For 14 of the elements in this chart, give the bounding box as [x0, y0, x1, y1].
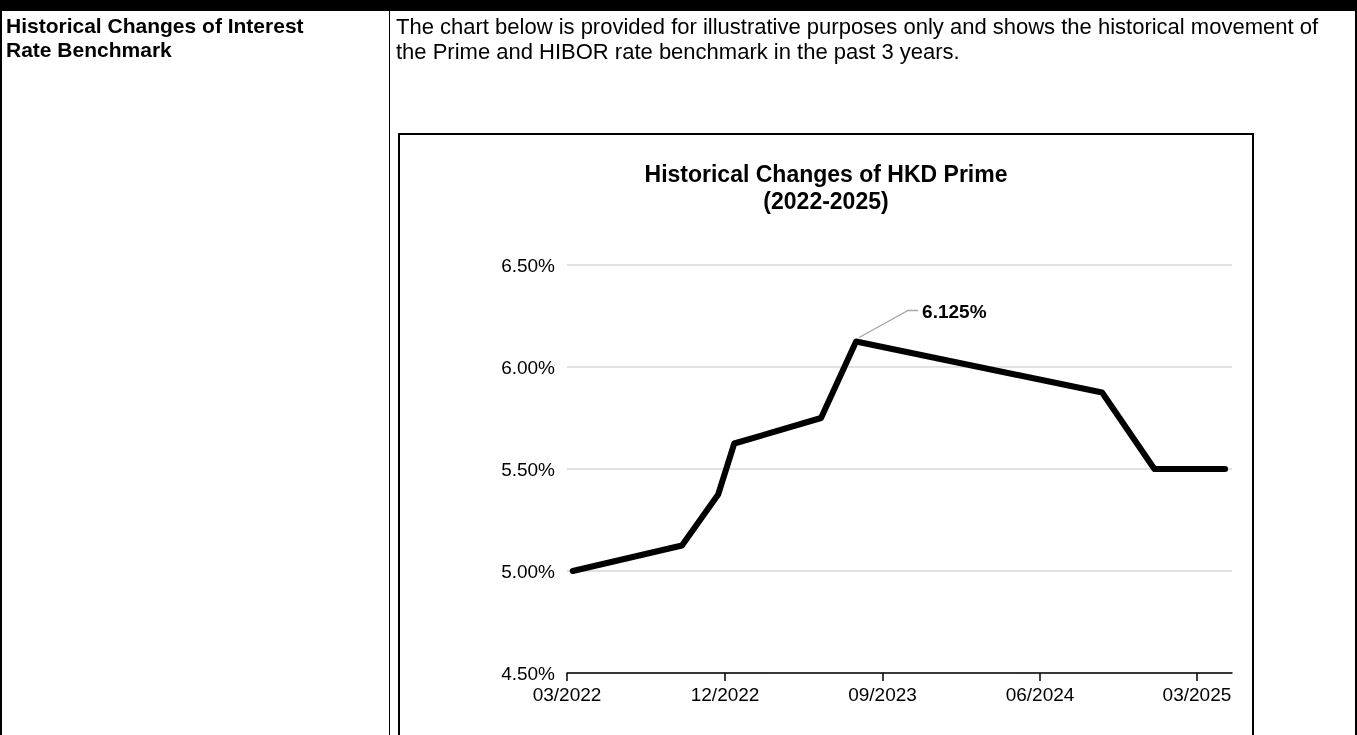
x-tick-label: 03/2022	[532, 684, 602, 705]
annotation: 6.125%	[922, 300, 987, 322]
y-tick-label: 5.50%	[501, 458, 556, 480]
x-tick-label: 06/2024	[1005, 684, 1075, 705]
text: The chart below is provided for illustrative purposes only and shows the historical movement of the Prime and HIBOR rate benchmark in the past 3 years.	[396, 14, 1319, 64]
x-tick-label: 09/2023	[848, 684, 917, 705]
y-tick-label: 4.50%	[501, 662, 556, 684]
y-tick-label: 6.50%	[501, 254, 556, 276]
text: Historical Changes of Interest Rate Benchmark	[6, 14, 305, 62]
chart-title: Historical Changes of HKD Prime (2022-2025)	[644, 160, 1008, 214]
y-tick-label: 6.00%	[501, 356, 556, 378]
x-tick-label: 03/2025	[1162, 684, 1232, 705]
x-tick-label: 12/2022	[690, 684, 760, 705]
y-tick-label: 5.00%	[501, 560, 556, 582]
